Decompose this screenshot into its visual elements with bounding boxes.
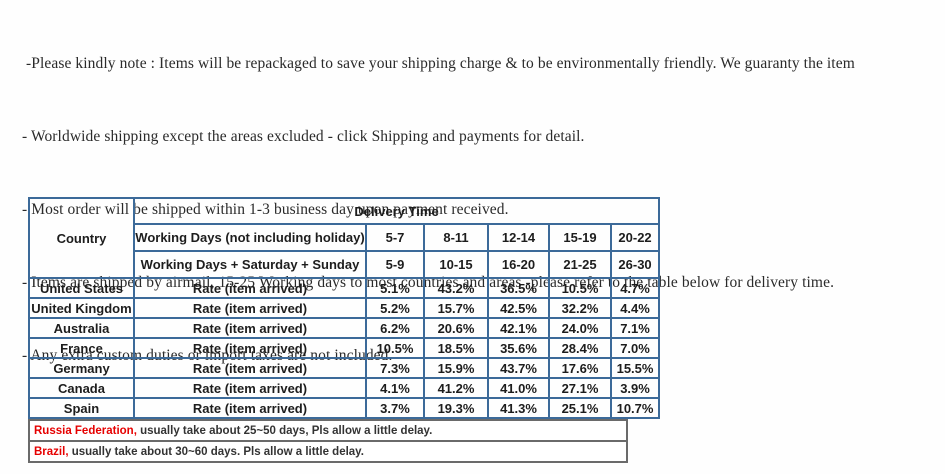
delivery-time-header-cell: Delivery Time (132, 197, 661, 225)
days-range-cell: 12-14 (487, 223, 550, 252)
rate-label-cell: Rate (item arrived) (133, 357, 367, 379)
rate-value-cell: 4.1% (365, 377, 425, 399)
footnote-text: usually take about 30~60 days. Pls allow… (68, 445, 364, 458)
days-range-cell: 26-30 (609, 250, 661, 279)
rate-value-cell: 43.2% (423, 277, 489, 299)
table-row-spain: Spain Rate (item arrived) 3.7% 19.3% 41.… (28, 397, 661, 419)
rate-value-cell: 5.2% (365, 297, 425, 319)
days-range-cell: 5-7 (365, 223, 425, 252)
rate-label-cell: Rate (item arrived) (133, 377, 367, 399)
footnote-country-highlight: Russia Federation, (34, 424, 137, 437)
rate-label-cell: Rate (item arrived) (133, 277, 367, 299)
rate-value-cell: 41.3% (487, 397, 550, 419)
rate-label-cell: Rate (item arrived) (133, 317, 367, 339)
rate-value-cell: 28.4% (548, 337, 612, 359)
rate-value-cell: 6.2% (365, 317, 425, 339)
country-cell: Canada (28, 377, 135, 399)
rate-value-cell: 3.9% (609, 377, 661, 399)
rate-value-cell: 15.5% (609, 357, 661, 379)
rate-value-cell: 25.1% (548, 397, 612, 419)
footnote-country-highlight: Brazil, (34, 445, 69, 458)
days-range-cell: 21-25 (548, 250, 612, 279)
rate-value-cell: 19.3% (423, 397, 489, 419)
days-range-cell: 16-20 (487, 250, 550, 279)
country-cell: Germany (28, 357, 135, 379)
rate-value-cell: 4.4% (609, 297, 661, 319)
days-range-cell: 5-9 (365, 250, 425, 279)
rate-value-cell: 10.5% (548, 277, 612, 299)
country-cell: Spain (28, 397, 135, 419)
table-row-united-states: United States Rate (item arrived) 5.1% 4… (28, 277, 661, 299)
working-days-weekend-label: Working Days + Saturday + Sunday (133, 250, 367, 279)
rate-value-cell: 42.5% (487, 297, 550, 319)
rate-value-cell: 42.1% (487, 317, 550, 339)
country-header-cell: Country (28, 197, 135, 279)
days-range-cell: 20-22 (609, 223, 661, 252)
delivery-time-table: Country Delivery Time Working Days (not … (28, 197, 661, 419)
table-row-australia: Australia Rate (item arrived) 6.2% 20.6%… (28, 317, 661, 339)
table-row-france: France Rate (item arrived) 10.5% 18.5% 3… (28, 337, 661, 359)
rate-value-cell: 7.0% (609, 337, 661, 359)
rate-value-cell: 7.3% (365, 357, 425, 379)
country-cell: United States (28, 277, 135, 299)
rate-value-cell: 43.7% (487, 357, 550, 379)
days-range-cell: 15-19 (548, 223, 612, 252)
rate-value-cell: 10.7% (609, 397, 661, 419)
rate-value-cell: 32.2% (548, 297, 612, 319)
rate-value-cell: 7.1% (609, 317, 661, 339)
footnote-text: usually take about 25~50 days, Pls allow… (136, 424, 433, 437)
rate-value-cell: 3.7% (365, 397, 425, 419)
working-days-label: Working Days (not including holiday) (133, 223, 367, 252)
rate-value-cell: 36.5% (487, 277, 550, 299)
days-range-cell: 10-15 (423, 250, 489, 279)
rate-value-cell: 5.1% (365, 277, 425, 299)
rate-value-cell: 15.7% (423, 297, 489, 319)
note-worldwide-shipping: - Worldwide shipping except the areas ex… (22, 128, 585, 145)
table-row-germany: Germany Rate (item arrived) 7.3% 15.9% 4… (28, 357, 661, 379)
rate-value-cell: 15.9% (423, 357, 489, 379)
header-row-working-days: Working Days (not including holiday) 5-7… (29, 223, 661, 252)
rate-value-cell: 10.5% (365, 337, 425, 359)
rate-value-cell: 27.1% (548, 377, 612, 399)
header-row-working-days-weekend: Working Days + Saturday + Sunday 5-9 10-… (29, 250, 661, 279)
rate-value-cell: 41.2% (423, 377, 489, 399)
rate-value-cell: 35.6% (487, 337, 550, 359)
footnote-russia-federation: Russia Federation, usually take about 25… (28, 419, 628, 442)
footnote-brazil: Brazil, usually take about 30~60 days. P… (28, 440, 628, 463)
rate-value-cell: 17.6% (548, 357, 612, 379)
rate-label-cell: Rate (item arrived) (133, 397, 367, 419)
rate-label-cell: Rate (item arrived) (133, 337, 367, 359)
table-row-united-kingdom: United Kingdom Rate (item arrived) 5.2% … (28, 297, 661, 319)
rate-value-cell: 4.7% (609, 277, 661, 299)
rate-value-cell: 24.0% (548, 317, 612, 339)
days-range-cell: 8-11 (423, 223, 489, 252)
rate-value-cell: 18.5% (423, 337, 489, 359)
country-cell: Australia (28, 317, 135, 339)
note-repackaged: -Please kindly note : Items will be repa… (22, 55, 855, 72)
table-row-canada: Canada Rate (item arrived) 4.1% 41.2% 41… (28, 377, 661, 399)
country-cell: United Kingdom (28, 297, 135, 319)
country-cell: France (28, 337, 135, 359)
rate-value-cell: 20.6% (423, 317, 489, 339)
rate-label-cell: Rate (item arrived) (133, 297, 367, 319)
rate-value-cell: 41.0% (487, 377, 550, 399)
